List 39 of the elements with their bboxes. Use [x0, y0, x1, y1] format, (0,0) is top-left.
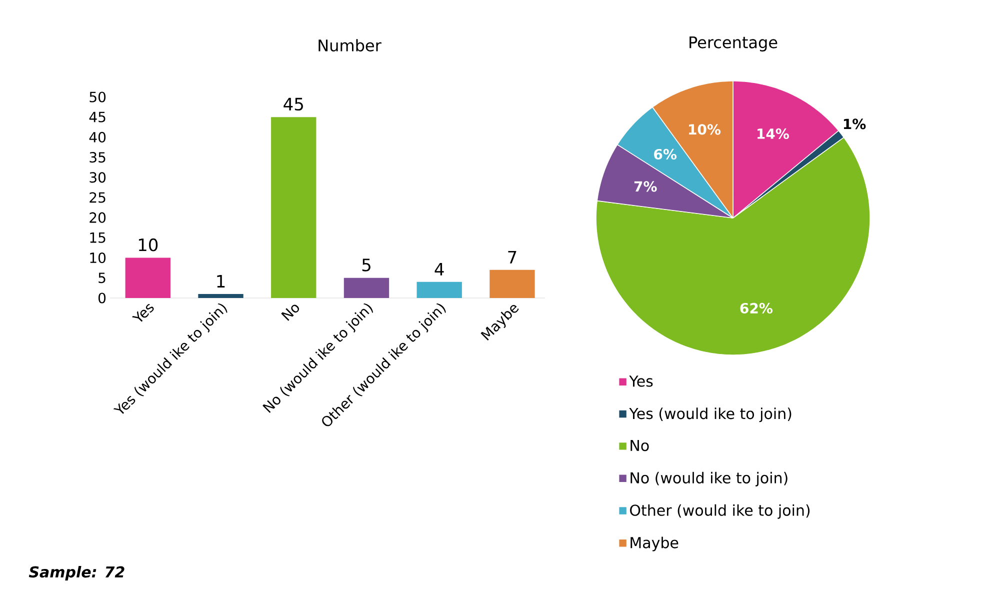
y-tick-label: 25 [90, 192, 106, 203]
data-label: 4 [434, 263, 444, 276]
data-label: 7 [508, 250, 516, 264]
data-label: 6% [654, 148, 677, 160]
legend-label: Other (would ike to join) [630, 504, 810, 519]
y-tick-label: 50 [90, 92, 106, 102]
y-tick-label: 20 [90, 212, 106, 223]
bar [416, 282, 462, 298]
data-label: 10% [689, 124, 721, 135]
y-tick-label: 45 [89, 112, 106, 122]
bar [490, 270, 535, 298]
y-tick-label: 0 [98, 292, 106, 304]
data-label: 5 [362, 258, 370, 272]
bar [344, 278, 390, 298]
data-label: 1% [844, 118, 866, 130]
legend-label: Maybe [630, 536, 678, 552]
y-tick-label: 40 [89, 132, 106, 142]
data-label: 1 [217, 275, 225, 288]
legend-label: Yes [629, 376, 653, 387]
y-tick-label: 35 [90, 152, 106, 163]
bar [271, 117, 316, 298]
legend-label: No (would ike to join) [630, 472, 788, 486]
text: Sample: 72 [28, 566, 124, 581]
data-label: 7% [634, 181, 657, 192]
bar [125, 258, 170, 298]
data-label: 62% [740, 302, 772, 314]
y-tick-label: 15 [90, 232, 106, 243]
bar [198, 294, 244, 298]
y-tick-label: 10 [90, 252, 106, 264]
x-tick-label: Yes [132, 304, 154, 322]
data-label: 10 [138, 238, 158, 252]
x-tick-label: No [281, 304, 300, 321]
y-tick-label: 30 [90, 172, 106, 183]
data-label: 14% [758, 128, 789, 139]
data-label: 45 [284, 98, 303, 111]
legend-label: No [630, 440, 649, 452]
chart-title: Percentage [690, 36, 778, 52]
chart-title: Number [318, 39, 382, 52]
y-tick-label: 5 [98, 272, 106, 284]
